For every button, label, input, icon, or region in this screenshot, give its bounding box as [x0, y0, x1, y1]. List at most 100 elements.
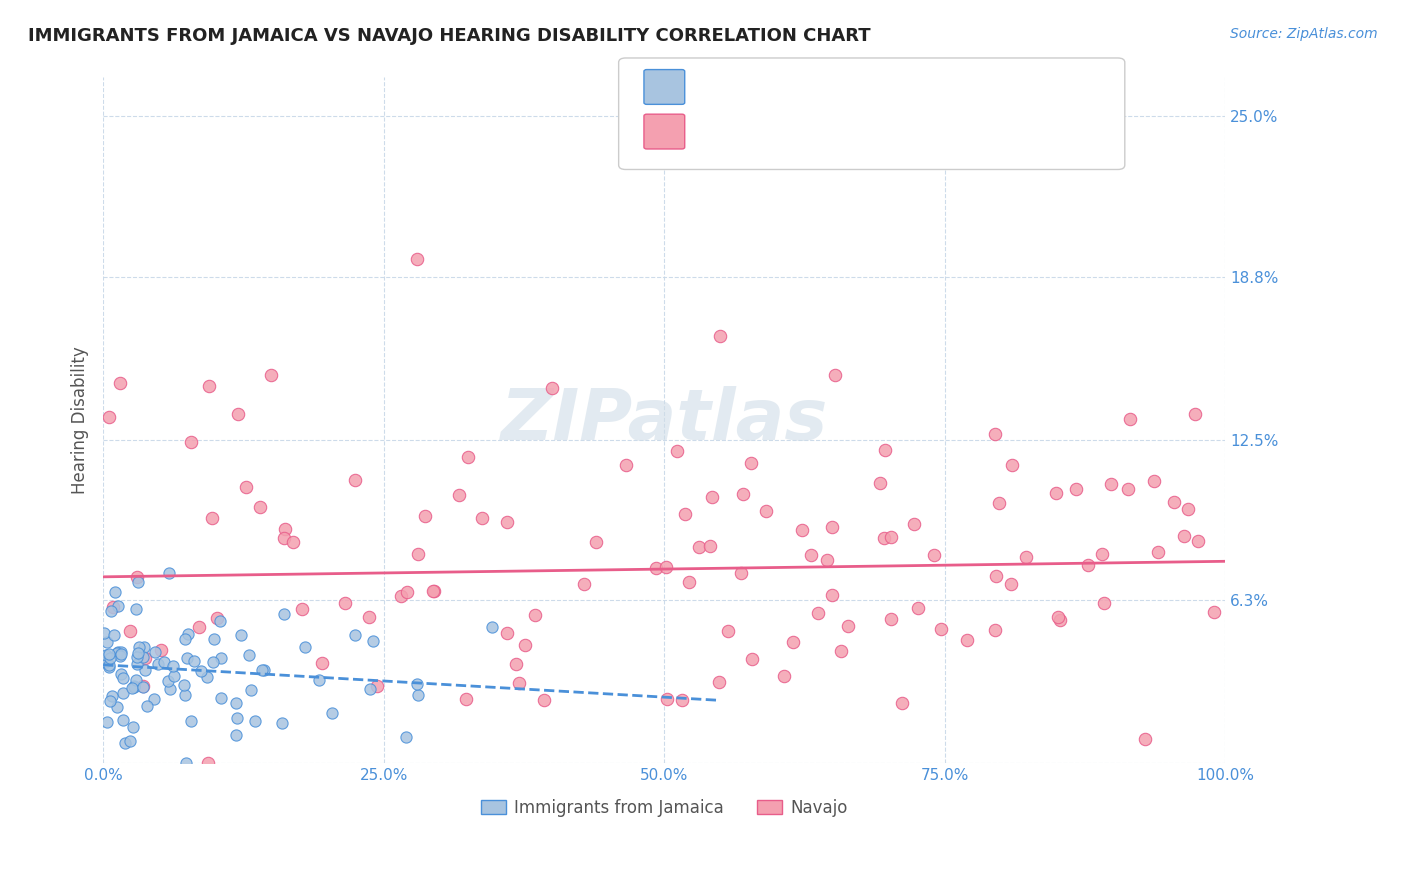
Point: [127, 570, 149, 584]
Point: [875, 443, 897, 458]
Point: [717, 624, 740, 638]
Point: [821, 519, 844, 533]
Point: [202, 656, 225, 670]
Point: [270, 716, 292, 731]
Point: [143, 645, 166, 659]
Point: [122, 680, 145, 694]
Point: [163, 669, 186, 683]
Point: [121, 720, 143, 734]
Point: [956, 632, 979, 647]
Point: [103, 599, 125, 614]
Point: [1116, 482, 1139, 496]
Point: [128, 640, 150, 654]
Text: N =: N =: [858, 123, 897, 141]
Point: [924, 548, 946, 562]
Point: [731, 487, 754, 501]
Point: [134, 663, 156, 677]
Point: [496, 625, 519, 640]
Point: [396, 585, 419, 599]
Point: [121, 681, 143, 696]
Text: Source: ZipAtlas.com: Source: ZipAtlas.com: [1230, 27, 1378, 41]
Point: [174, 688, 197, 702]
Point: [1077, 558, 1099, 573]
Point: [880, 613, 903, 627]
Text: 88: 88: [903, 78, 928, 96]
Point: [481, 620, 503, 634]
Point: [150, 643, 173, 657]
Point: [824, 368, 846, 382]
Point: [132, 650, 155, 665]
Point: [1001, 458, 1024, 472]
Point: [134, 650, 156, 665]
Point: [454, 692, 477, 706]
Point: [273, 531, 295, 545]
Point: [98, 647, 121, 661]
Point: [111, 714, 134, 728]
Point: [524, 608, 547, 623]
Point: [903, 516, 925, 531]
Point: [273, 522, 295, 536]
Point: [1015, 550, 1038, 565]
Point: [197, 379, 219, 393]
Point: [94, 655, 117, 669]
Point: [740, 456, 762, 470]
Point: [422, 584, 444, 599]
Point: [205, 611, 228, 625]
Point: [231, 628, 253, 642]
Point: [541, 381, 564, 395]
Point: [225, 696, 247, 710]
Point: [249, 500, 271, 514]
Point: [363, 634, 385, 648]
Point: [103, 628, 125, 642]
Point: [880, 530, 903, 544]
Point: [406, 252, 429, 266]
Point: [162, 659, 184, 673]
Point: [235, 479, 257, 493]
Point: [101, 690, 124, 704]
Point: [447, 488, 470, 502]
Point: [146, 657, 169, 672]
Point: [127, 574, 149, 589]
Point: [174, 632, 197, 646]
Point: [226, 407, 249, 421]
Text: R =: R =: [693, 123, 733, 141]
Point: [807, 606, 830, 620]
Point: [929, 623, 952, 637]
Point: [614, 458, 637, 472]
Point: [673, 507, 696, 521]
Point: [159, 681, 181, 696]
Point: [1204, 605, 1226, 619]
Point: [821, 588, 844, 602]
Point: [243, 714, 266, 729]
Point: [202, 632, 225, 647]
Text: R =: R =: [693, 78, 733, 96]
Point: [1163, 495, 1185, 509]
Point: [180, 435, 202, 450]
Point: [132, 680, 155, 694]
Point: [125, 673, 148, 687]
Point: [96, 648, 118, 662]
Point: [93, 626, 115, 640]
Point: [730, 566, 752, 581]
Point: [96, 714, 118, 729]
Point: [1133, 732, 1156, 747]
Point: [125, 657, 148, 672]
Point: [136, 698, 159, 713]
Point: [190, 665, 212, 679]
Point: [422, 583, 444, 598]
Point: [110, 376, 132, 391]
Point: [294, 640, 316, 655]
Legend: Immigrants from Jamaica, Navajo: Immigrants from Jamaica, Navajo: [474, 792, 855, 823]
Point: [142, 692, 165, 706]
Text: IMMIGRANTS FROM JAMAICA VS NAVAJO HEARING DISABILITY CORRELATION CHART: IMMIGRANTS FROM JAMAICA VS NAVAJO HEARIN…: [28, 27, 870, 45]
Text: N =: N =: [858, 78, 897, 96]
Point: [1119, 412, 1142, 426]
Point: [112, 686, 135, 700]
Point: [984, 569, 1007, 583]
Point: [197, 756, 219, 771]
Point: [457, 450, 479, 464]
Point: [311, 656, 333, 670]
Point: [187, 619, 209, 633]
Point: [132, 640, 155, 655]
Point: [505, 657, 527, 671]
